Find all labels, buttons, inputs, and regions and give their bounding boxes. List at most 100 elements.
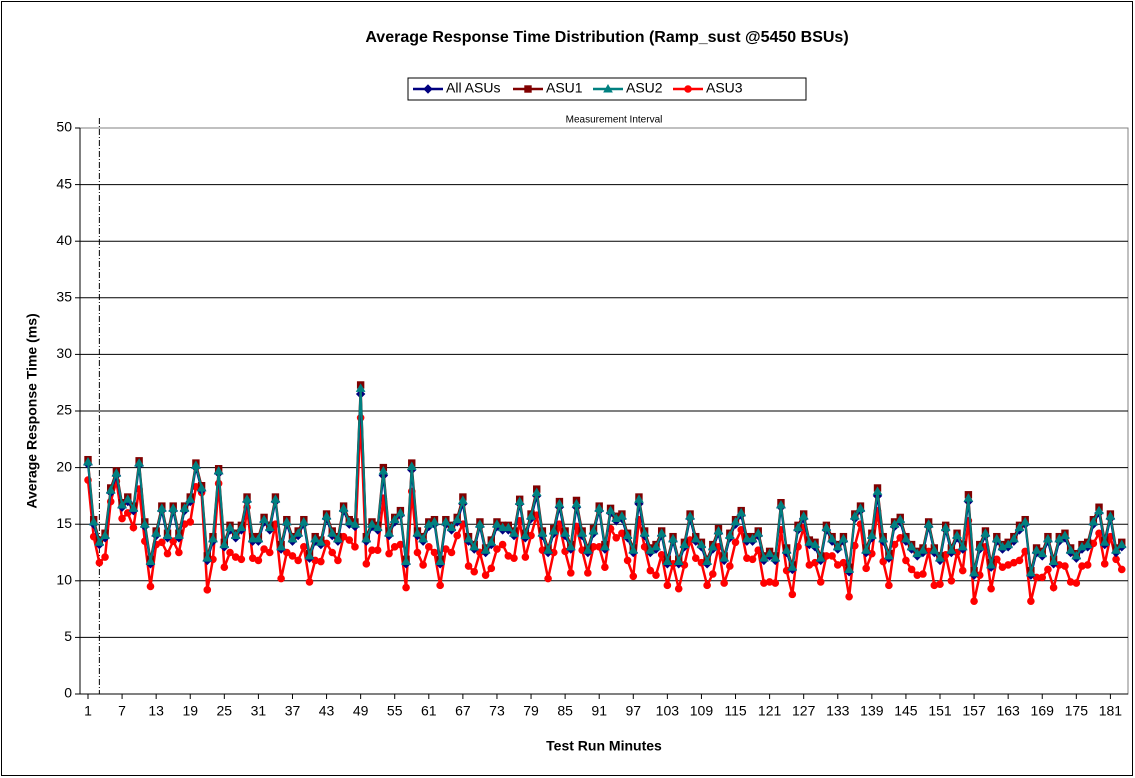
marker bbox=[537, 528, 548, 537]
marker bbox=[923, 519, 934, 528]
marker bbox=[265, 548, 274, 557]
y-tick-label: 35 bbox=[56, 289, 72, 305]
marker bbox=[514, 496, 525, 506]
marker bbox=[702, 556, 712, 566]
y-axis-title: Average Response Time (ms) bbox=[24, 313, 40, 508]
marker bbox=[253, 533, 264, 543]
marker bbox=[1105, 511, 1116, 520]
marker bbox=[1111, 545, 1121, 554]
marker bbox=[935, 553, 945, 562]
marker bbox=[373, 546, 382, 555]
x-tick-label: 37 bbox=[285, 703, 301, 719]
marker bbox=[1071, 550, 1082, 560]
marker bbox=[413, 548, 422, 557]
marker bbox=[919, 570, 927, 578]
marker bbox=[406, 461, 417, 470]
marker bbox=[162, 530, 173, 540]
marker bbox=[425, 543, 433, 551]
marker bbox=[1082, 539, 1093, 549]
marker bbox=[663, 581, 672, 590]
marker bbox=[447, 548, 456, 557]
x-tick-label: 91 bbox=[591, 703, 607, 719]
marker bbox=[101, 553, 109, 561]
marker bbox=[748, 555, 757, 564]
marker bbox=[776, 499, 786, 509]
marker bbox=[788, 590, 797, 599]
marker bbox=[612, 533, 621, 542]
marker bbox=[567, 569, 575, 577]
marker bbox=[367, 519, 377, 528]
marker bbox=[1043, 533, 1053, 543]
marker bbox=[1116, 539, 1127, 549]
marker bbox=[526, 511, 536, 520]
marker bbox=[866, 530, 877, 540]
marker bbox=[446, 522, 457, 532]
marker bbox=[338, 503, 349, 512]
marker bbox=[276, 541, 286, 551]
legend-label: ASU2 bbox=[626, 80, 663, 96]
marker bbox=[378, 465, 389, 475]
x-tick-label: 151 bbox=[928, 703, 952, 719]
marker bbox=[906, 541, 917, 551]
marker bbox=[940, 522, 951, 532]
marker bbox=[294, 556, 302, 565]
marker bbox=[929, 545, 940, 554]
marker bbox=[1088, 516, 1099, 526]
x-tick-label: 43 bbox=[319, 703, 335, 719]
x-tick-label: 85 bbox=[557, 703, 573, 719]
marker bbox=[1094, 505, 1104, 515]
marker bbox=[696, 539, 707, 549]
marker bbox=[747, 533, 758, 543]
x-tick-label: 145 bbox=[894, 703, 918, 719]
marker bbox=[146, 582, 155, 591]
marker bbox=[918, 545, 928, 554]
marker bbox=[372, 522, 383, 532]
marker bbox=[440, 516, 451, 526]
marker bbox=[111, 468, 122, 477]
marker bbox=[634, 494, 644, 503]
marker bbox=[94, 537, 105, 546]
marker bbox=[588, 525, 599, 535]
marker bbox=[122, 494, 133, 503]
marker bbox=[1027, 597, 1035, 605]
x-axis-title: Test Run Minutes bbox=[546, 738, 662, 754]
marker bbox=[327, 528, 338, 537]
marker bbox=[1060, 530, 1070, 540]
marker bbox=[622, 530, 633, 540]
marker bbox=[510, 554, 518, 562]
marker bbox=[730, 516, 741, 526]
marker bbox=[412, 528, 423, 537]
y-tick-label: 50 bbox=[56, 119, 72, 135]
marker bbox=[389, 514, 400, 524]
marker bbox=[384, 528, 394, 537]
marker bbox=[225, 522, 235, 532]
marker bbox=[168, 503, 179, 512]
x-tick-label: 7 bbox=[118, 703, 126, 719]
marker bbox=[158, 538, 166, 547]
marker bbox=[703, 581, 711, 590]
x-tick-label: 73 bbox=[489, 703, 505, 719]
marker bbox=[726, 562, 734, 570]
x-tick-label: 1 bbox=[84, 703, 92, 719]
marker bbox=[816, 578, 825, 586]
marker bbox=[316, 537, 326, 546]
marker bbox=[350, 519, 360, 528]
marker bbox=[480, 545, 491, 554]
marker bbox=[219, 539, 230, 549]
marker bbox=[497, 522, 508, 532]
marker bbox=[475, 519, 485, 528]
marker bbox=[548, 525, 559, 535]
x-tick-label: 61 bbox=[421, 703, 437, 719]
marker bbox=[418, 533, 428, 543]
marker bbox=[731, 538, 740, 547]
marker bbox=[277, 574, 285, 583]
marker bbox=[95, 558, 104, 567]
y-tick-label: 15 bbox=[56, 515, 72, 531]
marker bbox=[419, 561, 427, 569]
marker bbox=[991, 533, 1002, 543]
x-tick-label: 55 bbox=[387, 703, 403, 719]
marker bbox=[298, 516, 309, 526]
marker bbox=[720, 579, 728, 587]
x-tick-label: 31 bbox=[251, 703, 267, 719]
